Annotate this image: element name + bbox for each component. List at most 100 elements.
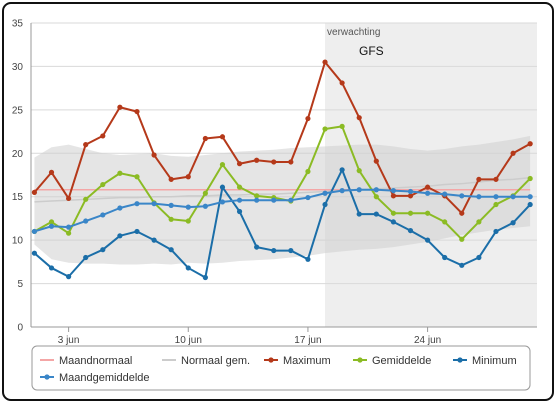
data-point-gemiddelde <box>83 196 89 202</box>
data-point-minimum <box>134 228 140 235</box>
data-point-maximum <box>476 176 482 182</box>
data-point-maandgemiddelde <box>390 188 397 194</box>
data-point-gemiddelde <box>305 168 311 175</box>
data-point-maandgemiddelde <box>100 212 106 218</box>
x-tick-label: 10 jun <box>175 335 202 346</box>
legend-label: Gemiddelde <box>372 355 431 367</box>
data-point-maximum <box>407 193 414 199</box>
data-point-maximum <box>254 157 260 163</box>
data-point-maandgemiddelde <box>168 202 174 208</box>
forecast-label: verwachting <box>327 27 380 38</box>
legend-item-maandnormaal: Maandnormaal <box>40 355 132 367</box>
data-point-maandgemiddelde <box>424 190 431 196</box>
series-line-maandgemiddelde <box>34 188 531 233</box>
data-point-maximum <box>356 115 362 121</box>
data-point-minimum <box>288 247 294 254</box>
data-point-maandgemiddelde <box>339 188 345 194</box>
data-point-gemiddelde <box>202 190 208 196</box>
data-point-minimum <box>100 247 106 253</box>
data-point-maximum <box>424 184 431 190</box>
data-point-minimum <box>305 256 311 262</box>
series-line-minimum <box>33 168 531 279</box>
data-point-minimum <box>219 184 226 190</box>
legend-marker <box>44 374 50 380</box>
data-point-gemiddelde <box>219 161 226 168</box>
y-tick-label: 25 <box>12 105 24 116</box>
data-point-gemiddelde <box>459 236 465 242</box>
x-tick-label: 3 jun <box>58 335 80 346</box>
data-point-minimum <box>254 244 260 250</box>
data-point-minimum <box>373 211 379 217</box>
data-point-maandgemiddelde <box>356 187 362 193</box>
data-point-maximum <box>527 141 533 147</box>
data-point-minimum <box>48 265 55 271</box>
series-minimum <box>31 167 533 281</box>
series-normaal-gem <box>34 176 531 203</box>
legend-marker <box>357 357 363 363</box>
data-point-maandgemiddelde <box>48 223 55 229</box>
data-point-gemiddelde <box>236 184 243 190</box>
data-point-maximum <box>185 174 191 180</box>
data-point-maandgemiddelde <box>117 205 123 211</box>
data-point-maximum <box>219 134 226 140</box>
data-point-maximum <box>100 133 106 139</box>
data-point-maandgemiddelde <box>305 194 311 201</box>
data-point-maximum <box>339 80 345 86</box>
data-point-maandgemiddelde <box>288 197 294 203</box>
data-point-maximum <box>117 104 123 110</box>
data-point-gemiddelde <box>493 201 499 208</box>
data-point-minimum <box>339 167 345 173</box>
data-point-gemiddelde <box>254 193 260 199</box>
data-point-maandgemiddelde <box>134 201 140 207</box>
data-point-maximum <box>271 159 277 165</box>
data-point-minimum <box>322 201 328 208</box>
data-point-maandgemiddelde <box>493 194 499 200</box>
data-point-minimum <box>527 201 533 208</box>
data-point-maandgemiddelde <box>527 194 533 200</box>
data-point-gemiddelde <box>185 218 191 224</box>
legend-label: Minimum <box>472 355 517 367</box>
data-point-maandgemiddelde <box>271 197 277 203</box>
data-point-maximum <box>134 108 140 115</box>
data-point-minimum <box>168 247 174 253</box>
data-point-minimum <box>493 228 499 235</box>
data-point-minimum <box>31 250 38 256</box>
data-point-maximum <box>322 59 328 65</box>
data-point-minimum <box>151 237 157 243</box>
data-point-maximum <box>390 193 397 199</box>
data-point-gemiddelde <box>117 170 123 176</box>
data-point-gemiddelde <box>424 210 431 216</box>
data-point-gemiddelde <box>322 126 328 132</box>
data-point-maximum <box>151 152 157 158</box>
data-point-minimum <box>390 219 397 225</box>
data-point-gemiddelde <box>48 219 55 225</box>
data-point-minimum <box>185 265 191 271</box>
data-point-maximum <box>31 189 38 195</box>
legend-item-minimum: Minimum <box>453 355 517 367</box>
data-point-gemiddelde <box>407 210 414 216</box>
data-point-maandgemiddelde <box>476 194 482 200</box>
data-point-maximum <box>66 195 72 202</box>
data-point-maximum <box>493 176 499 182</box>
data-point-maximum <box>83 142 89 148</box>
series-maandgemiddelde <box>31 187 533 235</box>
y-tick-label: 0 <box>17 323 23 334</box>
data-point-gemiddelde <box>168 216 174 222</box>
legend-item-gemiddelde: Gemiddelde <box>353 355 431 367</box>
data-point-minimum <box>424 237 431 243</box>
y-tick-label: 20 <box>12 149 24 160</box>
data-point-maandgemiddelde <box>373 187 379 193</box>
data-point-maximum <box>510 150 516 156</box>
data-point-gemiddelde <box>390 210 397 216</box>
y-tick-label: 15 <box>12 192 24 203</box>
data-point-maandgemiddelde <box>254 197 260 203</box>
data-point-gemiddelde <box>442 219 448 225</box>
data-point-maximum <box>459 210 465 216</box>
y-tick-label: 5 <box>17 279 23 290</box>
data-point-maandgemiddelde <box>151 201 157 207</box>
y-tick-label: 30 <box>12 62 24 73</box>
legend-item-normaal-gem: Normaal gem. <box>162 355 250 367</box>
data-point-maandgemiddelde <box>185 204 191 210</box>
data-point-gemiddelde <box>527 175 533 182</box>
